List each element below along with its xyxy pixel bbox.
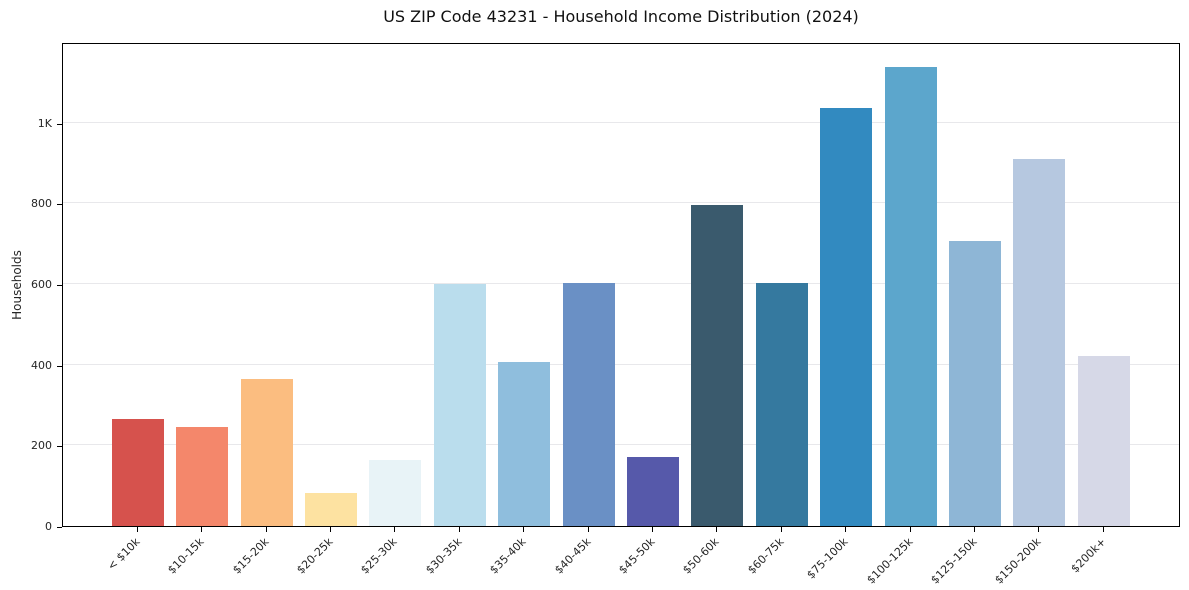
y-tick-mark <box>57 365 62 367</box>
bar <box>304 492 357 526</box>
bar <box>1077 355 1130 526</box>
y-tick-label: 0 <box>45 520 52 533</box>
x-tick-mark <box>1102 527 1104 532</box>
x-tick-mark <box>136 527 138 532</box>
bar <box>240 379 293 526</box>
y-tick-mark <box>57 527 62 528</box>
y-tick-mark <box>57 285 62 286</box>
bar <box>498 361 551 526</box>
x-tick-mark <box>716 527 718 532</box>
gridline <box>63 363 1179 365</box>
x-tick-label: < $10k <box>104 535 143 573</box>
x-tick-mark <box>973 527 975 532</box>
x-tick-mark <box>201 527 203 532</box>
y-tick-mark <box>57 204 62 206</box>
x-tick-mark <box>265 527 267 532</box>
x-tick-mark <box>394 527 396 532</box>
bar <box>626 457 679 526</box>
y-tick-label: 600 <box>31 278 52 291</box>
y-tick-mark <box>57 446 62 448</box>
y-tick-label: 200 <box>31 439 52 453</box>
y-tick-label: 1K <box>37 116 52 130</box>
x-tick-mark <box>651 527 653 532</box>
gridline <box>63 202 1179 204</box>
bar <box>755 282 808 526</box>
bar <box>948 240 1001 526</box>
gridline <box>63 121 1179 123</box>
x-tick-mark <box>1038 527 1040 532</box>
gridline <box>63 283 1179 284</box>
bar <box>1013 158 1066 526</box>
bar <box>884 67 937 526</box>
x-tick-mark <box>587 527 589 532</box>
chart-title: US ZIP Code 43231 - Household Income Dis… <box>383 7 859 26</box>
x-tick-mark <box>329 527 331 532</box>
y-tick-label: 400 <box>31 358 52 372</box>
bar <box>820 108 873 526</box>
bar <box>111 419 164 526</box>
bar <box>691 204 744 526</box>
x-tick-mark <box>909 527 911 532</box>
x-tick-mark <box>523 527 525 532</box>
y-tick-mark <box>57 123 62 125</box>
x-tick-mark <box>458 527 460 532</box>
x-tick-mark <box>780 527 782 532</box>
bar <box>562 283 615 526</box>
y-tick-label: 800 <box>31 197 52 211</box>
bar <box>433 284 486 526</box>
bar <box>369 459 422 526</box>
bar <box>176 426 229 526</box>
x-tick-mark <box>845 527 847 532</box>
gridline <box>63 444 1179 446</box>
plot-area <box>62 43 1180 527</box>
